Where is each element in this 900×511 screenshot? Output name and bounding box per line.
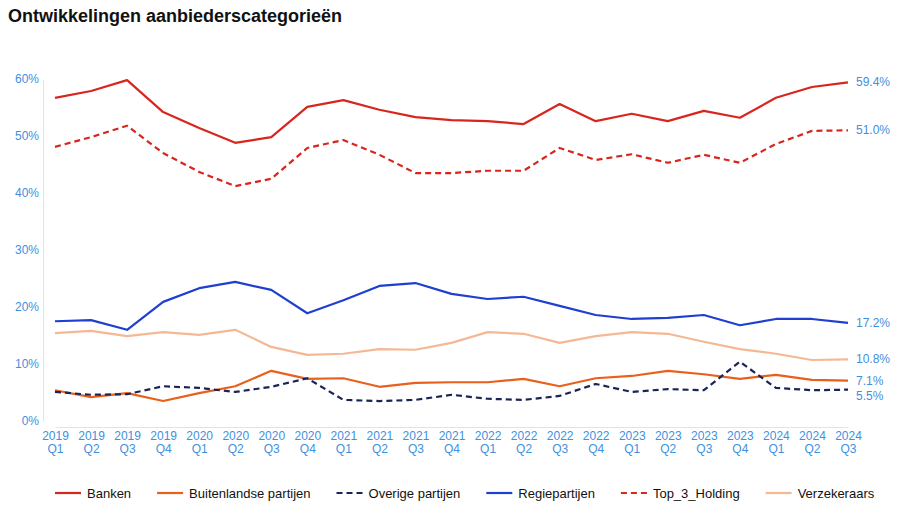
x-tick-label: 2019Q4 bbox=[150, 429, 177, 457]
x-tick-label: 2021Q2 bbox=[367, 429, 394, 457]
legend-swatch bbox=[157, 492, 183, 494]
y-tick: 0% bbox=[22, 414, 43, 428]
legend-label: Verzekeraars bbox=[798, 486, 875, 501]
legend-item: Verzekeraars bbox=[766, 486, 875, 501]
legend-item: Regiepartijen bbox=[486, 486, 595, 501]
y-tick-label: 60% bbox=[15, 72, 39, 86]
y-tick: 30% bbox=[15, 243, 43, 257]
x-tick-label: 2023Q4 bbox=[727, 429, 754, 457]
x-tick: 2019Q4 bbox=[150, 427, 177, 456]
x-tick: 2021Q3 bbox=[403, 427, 430, 456]
legend-item: Banken bbox=[55, 486, 131, 501]
legend-swatch bbox=[55, 492, 81, 494]
y-axis: 0% 10% 20% 30% 40% 50% 60% bbox=[15, 72, 44, 428]
y-tick-label: 0% bbox=[22, 414, 40, 428]
data-label: 17.2% bbox=[856, 316, 890, 330]
legend: Banken Buitenlandse partijen Overige parti… bbox=[55, 486, 875, 501]
x-tick-label: 2020Q2 bbox=[222, 429, 249, 457]
x-tick: 2022Q1 bbox=[475, 427, 502, 456]
x-tick: 2020Q2 bbox=[222, 427, 249, 456]
legend-label: Banken bbox=[87, 486, 131, 501]
x-tick: 2020Q4 bbox=[294, 427, 321, 456]
x-tick-label: 2019Q2 bbox=[78, 429, 105, 457]
x-tick: 2019Q2 bbox=[78, 427, 105, 456]
x-tick-label: 2021Q1 bbox=[331, 429, 358, 457]
x-tick: 2020Q1 bbox=[186, 427, 213, 456]
x-tick-label: 2023Q1 bbox=[619, 429, 646, 457]
x-tick: 2022Q4 bbox=[583, 427, 610, 456]
legend-swatch bbox=[766, 492, 792, 494]
legend-swatch bbox=[486, 492, 512, 494]
data-label: 7.1% bbox=[856, 374, 884, 388]
x-tick: 2019Q1 bbox=[42, 427, 69, 456]
y-tick: 20% bbox=[15, 300, 43, 314]
x-tick-label: 2020Q4 bbox=[294, 429, 321, 457]
x-tick-label: 2021Q3 bbox=[403, 429, 430, 457]
series-line bbox=[55, 282, 848, 330]
y-tick-label: 50% bbox=[15, 129, 39, 143]
series-line bbox=[55, 362, 848, 401]
legend-item: Top_3_Holding bbox=[621, 486, 740, 501]
y-tick-label: 10% bbox=[15, 357, 39, 371]
x-tick-label: 2021Q4 bbox=[439, 429, 466, 457]
legend-swatch bbox=[337, 492, 363, 494]
legend-label: Top_3_Holding bbox=[653, 486, 740, 501]
x-tick-label: 2022Q2 bbox=[511, 429, 538, 457]
legend-item: Buitenlandse partijen bbox=[157, 486, 310, 501]
legend-item: Overige partijen bbox=[337, 486, 461, 501]
x-tick: 2021Q2 bbox=[367, 427, 394, 456]
x-tick-label: 2024Q3 bbox=[835, 429, 862, 457]
x-tick-label: 2023Q2 bbox=[655, 429, 682, 457]
lines bbox=[55, 80, 848, 401]
legend-swatch bbox=[621, 492, 647, 494]
data-label: 51.0% bbox=[856, 123, 890, 137]
legend-label: Regiepartijen bbox=[518, 486, 595, 501]
data-label: 59.4% bbox=[856, 75, 890, 89]
x-tick-label: 2022Q3 bbox=[547, 429, 574, 457]
x-tick: 2020Q3 bbox=[258, 427, 285, 456]
x-tick: 2023Q4 bbox=[727, 427, 754, 456]
x-tick: 2019Q3 bbox=[114, 427, 141, 456]
y-tick: 10% bbox=[15, 357, 43, 371]
x-tick-label: 2024Q2 bbox=[799, 429, 826, 457]
x-tick: 2021Q1 bbox=[331, 427, 358, 456]
legend-label: Overige partijen bbox=[369, 486, 461, 501]
x-tick-label: 2024Q1 bbox=[763, 429, 790, 457]
x-tick-label: 2022Q1 bbox=[475, 429, 502, 457]
y-tick: 50% bbox=[15, 129, 43, 143]
x-tick: 2023Q3 bbox=[691, 427, 718, 456]
x-tick-label: 2022Q4 bbox=[583, 429, 610, 457]
data-label: 5.5% bbox=[856, 389, 884, 403]
chart: Ontwikkelingen aanbiederscategorieën 0% 10… bbox=[0, 0, 900, 511]
y-tick-label: 40% bbox=[15, 186, 39, 200]
x-tick: 2024Q2 bbox=[799, 427, 826, 456]
x-tick: 2021Q4 bbox=[439, 427, 466, 456]
x-tick-label: 2023Q3 bbox=[691, 429, 718, 457]
y-axis-line bbox=[43, 80, 44, 422]
y-tick-label: 20% bbox=[15, 300, 39, 314]
series-line bbox=[55, 80, 848, 143]
legend-label: Buitenlandse partijen bbox=[189, 486, 310, 501]
series-line bbox=[55, 371, 848, 401]
x-tick: 2024Q3 bbox=[835, 427, 862, 456]
x-tick-label: 2019Q3 bbox=[114, 429, 141, 457]
y-tick: 60% bbox=[15, 72, 43, 86]
x-tick: 2024Q1 bbox=[763, 427, 790, 456]
x-tick: 2023Q2 bbox=[655, 427, 682, 456]
x-axis: 2019Q1 2019Q2 2019Q3 2019Q4 2020Q1 2020Q2 2020… bbox=[42, 427, 862, 456]
data-label: 10.8% bbox=[856, 352, 890, 366]
y-tick-label: 30% bbox=[15, 243, 39, 257]
data-labels: 59.4% 51.0% 17.2% 10.8% 7.1%5.5% bbox=[856, 75, 890, 402]
x-tick: 2022Q3 bbox=[547, 427, 574, 456]
x-tick-label: 2020Q1 bbox=[186, 429, 213, 457]
series-line bbox=[55, 330, 848, 360]
x-tick-label: 2020Q3 bbox=[258, 429, 285, 457]
y-tick: 40% bbox=[15, 186, 43, 200]
x-tick-label: 2019Q1 bbox=[42, 429, 69, 457]
series-line bbox=[55, 126, 848, 186]
chart-title: Ontwikkelingen aanbiederscategorieën bbox=[8, 6, 342, 26]
x-tick: 2023Q1 bbox=[619, 427, 646, 456]
x-tick: 2022Q2 bbox=[511, 427, 538, 456]
